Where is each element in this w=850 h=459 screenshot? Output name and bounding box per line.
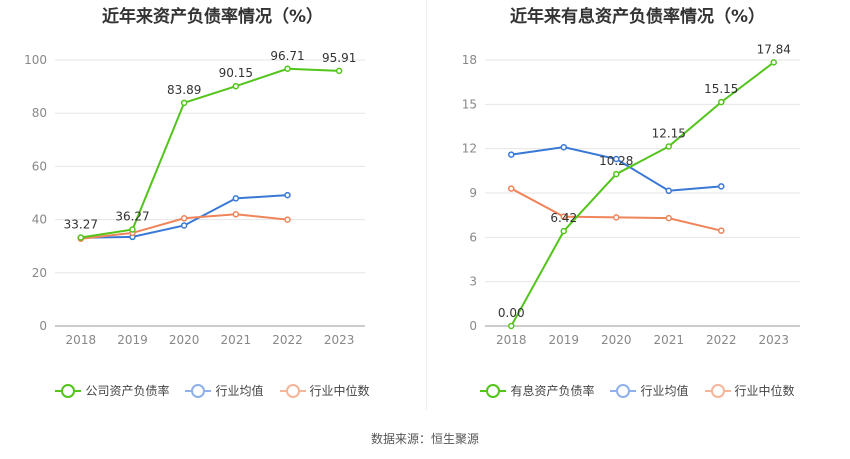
- data-point: [665, 143, 672, 150]
- data-point: [718, 183, 725, 190]
- chart-title: 近年来有息资产负债率情况（%）: [509, 7, 766, 27]
- data-point: [232, 211, 240, 218]
- data-label: 90.15: [219, 66, 253, 80]
- x-tick-label: 2021: [221, 333, 252, 347]
- data-label: 95.91: [322, 51, 356, 65]
- series-line: [80, 67, 340, 239]
- y-tick-label: 0: [469, 319, 477, 333]
- data-point: [613, 214, 620, 221]
- data-point: [284, 216, 291, 223]
- chart-left: 近年来资产负债率情况（%） 0 20 40 60 80 100 2018 2019 2020 20…: [0, 0, 425, 420]
- x-tick-label: 2022: [272, 333, 303, 347]
- legend-marker-icon: [55, 383, 82, 398]
- x-tick-label: 2023: [758, 333, 789, 347]
- data-point: [508, 185, 515, 192]
- data-point: [665, 187, 672, 195]
- x-tick-label: 2022: [706, 333, 737, 347]
- legend: 公司资产负债率 行业均值 行业中位数: [0, 382, 425, 399]
- x-tick-label: 2019: [548, 333, 579, 347]
- data-point: [77, 234, 85, 241]
- chart-plot-right: 0 3 6 9 12 15 18 2018 2019 2020 2021 2022 2023 0.00 6.…: [462, 42, 800, 347]
- y-tick-label: 18: [462, 53, 477, 67]
- data-point: [180, 222, 188, 229]
- legend-label: 有息资产负债率: [510, 384, 595, 398]
- data-point: [180, 99, 188, 107]
- y-tick-label: 40: [32, 213, 47, 227]
- legend-item-industry-mean[interactable]: 行业均值: [610, 382, 689, 399]
- y-tick-label: 9: [469, 186, 477, 200]
- legend-marker-icon: [185, 383, 212, 398]
- data-point: [718, 227, 725, 234]
- x-tick-label: 2021: [653, 333, 684, 347]
- data-label: 10.28: [599, 154, 633, 168]
- chart-title: 近年来资产负债率情况（%）: [101, 7, 324, 27]
- legend-label: 公司资产负债率: [85, 384, 170, 398]
- y-tick-label: 6: [469, 230, 477, 244]
- panel-divider: [426, 0, 427, 410]
- y-tick-label: 60: [32, 159, 47, 173]
- data-label: 96.71: [270, 49, 304, 63]
- legend-marker-icon: [610, 383, 637, 398]
- data-point: [665, 214, 672, 222]
- data-label: 36.27: [115, 210, 149, 224]
- y-tick-label: 15: [462, 97, 477, 111]
- data-point: [718, 98, 725, 106]
- legend-item-interest-bearing[interactable]: 有息资产负债率: [480, 382, 594, 399]
- legend-marker-icon: [279, 383, 306, 398]
- data-label: 83.89: [167, 83, 201, 97]
- data-point: [508, 151, 515, 158]
- legend-label: 行业中位数: [734, 384, 795, 398]
- data-label: 17.84: [757, 42, 791, 56]
- y-tick-label: 0: [39, 319, 47, 333]
- data-label: 33.27: [64, 218, 98, 232]
- data-point: [560, 143, 567, 151]
- data-point: [560, 213, 567, 220]
- data-point: [613, 170, 620, 178]
- data-label: 0.00: [498, 306, 525, 320]
- data-source: 数据来源：恒生聚源: [370, 432, 479, 446]
- legend: 有息资产负债率 行业均值 行业中位数: [425, 382, 850, 399]
- data-point: [508, 322, 515, 330]
- legend-item-industry-median[interactable]: 行业中位数: [704, 382, 795, 399]
- y-tick-label: 3: [469, 275, 477, 289]
- data-point: [129, 226, 136, 233]
- data-point: [180, 215, 188, 222]
- y-tick-label: 100: [24, 53, 47, 67]
- legend-item-company[interactable]: 公司资产负债率: [55, 382, 169, 399]
- data-point: [770, 59, 777, 66]
- data-point: [232, 82, 240, 90]
- data-point: [613, 155, 620, 163]
- chart-plot-left: 0 20 40 60 80 100 2018 2019 2020 2021 2022 2023 33.2…: [24, 49, 365, 347]
- y-tick-label: 20: [32, 266, 47, 280]
- legend-marker-icon: [480, 383, 507, 398]
- x-tick-label: 2023: [324, 333, 355, 347]
- series-line: [510, 61, 775, 327]
- x-tick-label: 2019: [117, 333, 148, 347]
- data-label: 6.42: [550, 211, 577, 225]
- data-point: [284, 65, 291, 73]
- x-tick-label: 2020: [601, 333, 632, 347]
- chart-right: 近年来有息资产负债率情况（%） 0 3 6 9 12 15 18 2018 2019 2020 20…: [425, 0, 850, 420]
- y-tick-label: 80: [32, 106, 47, 120]
- y-tick-label: 12: [462, 142, 477, 156]
- x-tick-label: 2020: [169, 333, 200, 347]
- legend-label: 行业中位数: [309, 384, 370, 398]
- legend-marker-icon: [704, 383, 731, 398]
- x-tick-label: 2018: [496, 333, 527, 347]
- legend-label: 行业均值: [640, 384, 689, 398]
- legend-item-industry-median[interactable]: 行业中位数: [279, 382, 370, 399]
- data-label: 12.15: [652, 126, 686, 140]
- data-point: [284, 191, 291, 199]
- data-point: [335, 67, 343, 75]
- x-tick-label: 2018: [66, 333, 97, 347]
- data-point: [232, 195, 240, 202]
- legend-label: 行业均值: [215, 384, 264, 398]
- series-line: [510, 187, 722, 232]
- legend-item-industry-mean[interactable]: 行业均值: [185, 382, 264, 399]
- data-point: [560, 227, 567, 235]
- data-label: 15.15: [704, 82, 738, 96]
